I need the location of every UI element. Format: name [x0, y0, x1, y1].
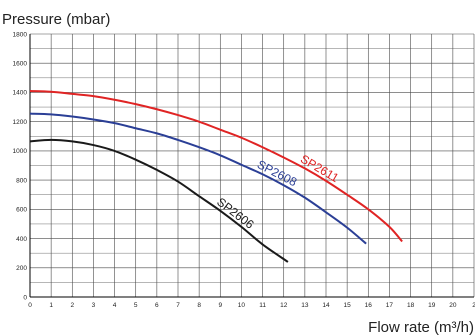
x-tick-label: 5 — [134, 302, 138, 309]
x-tick-label: 7 — [176, 302, 180, 309]
x-tick-label: 17 — [386, 302, 394, 309]
x-tick-label: 0 — [28, 302, 32, 309]
series-line-sp2606 — [29, 138, 289, 263]
x-tick-label: 1 — [49, 302, 53, 309]
y-tick-label: 200 — [16, 265, 27, 272]
labels-layer: 0 1 2 3 4 5 6 7 8 9 10 11 12 13 14 15 16 17 18 19 20 20200400… — [13, 31, 475, 309]
x-tick-label: 13 — [301, 302, 309, 309]
x-tick-label: 11 — [259, 302, 266, 309]
x-tick-label: 15 — [344, 302, 352, 309]
grid — [30, 33, 475, 297]
x-tick-label: 19 — [428, 302, 436, 309]
series-line-sp2611 — [29, 89, 403, 243]
y-tick-label: 0 — [23, 294, 27, 301]
x-tick-label: 2 — [70, 302, 74, 309]
x-axis-title: Flow rate (m³/h) — [368, 319, 474, 336]
y-tick-label: 1000 — [13, 148, 28, 155]
x-tick-label: 9 — [218, 302, 222, 309]
x-tick-label: 3 — [92, 302, 96, 309]
y-tick-label: 1600 — [13, 61, 28, 68]
x-tick-label: 2 — [472, 302, 475, 309]
x-tick-label: 16 — [365, 302, 373, 309]
x-tick-label: 6 — [155, 302, 159, 309]
x-tick-label: 10 — [238, 302, 246, 309]
series-line-sp2608 — [29, 112, 367, 245]
y-tick-label: 800 — [16, 177, 27, 184]
y-tick-label: 1800 — [13, 31, 28, 38]
y-tick-label: 400 — [16, 236, 27, 243]
y-tick-label: 600 — [16, 207, 27, 214]
y-axis-title: Pressure (mbar) — [2, 11, 110, 28]
y-tick-label: 1200 — [13, 119, 28, 126]
y-tick-label: 1400 — [13, 90, 28, 97]
x-tick-label: 14 — [322, 302, 330, 309]
x-tick-label: 4 — [113, 302, 117, 309]
x-tick-label: 8 — [197, 302, 201, 309]
x-tick-label: 18 — [407, 302, 415, 309]
series-layer — [29, 89, 403, 263]
x-tick-label: 20 — [449, 302, 457, 309]
axes — [29, 34, 474, 298]
x-tick-label: 12 — [280, 302, 288, 309]
